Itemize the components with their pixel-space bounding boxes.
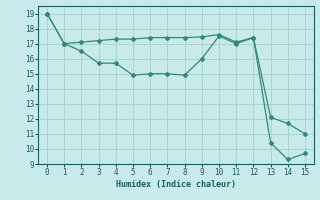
X-axis label: Humidex (Indice chaleur): Humidex (Indice chaleur) — [116, 180, 236, 189]
